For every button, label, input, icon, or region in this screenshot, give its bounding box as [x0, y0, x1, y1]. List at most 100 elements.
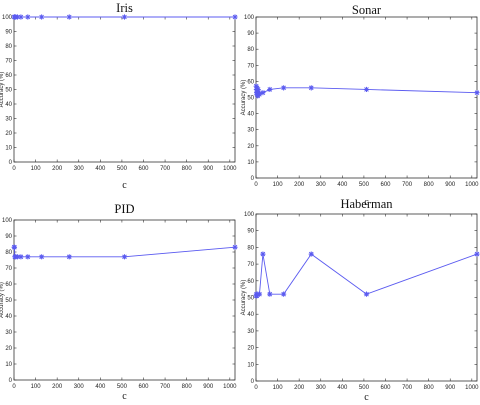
y-tick-label: 60	[247, 79, 254, 85]
y-tick-label: 50	[247, 296, 254, 302]
y-tick-label: 40	[247, 312, 254, 318]
y-tick-label: 0	[9, 378, 13, 384]
x-axis-label: c	[364, 392, 369, 403]
data-point	[363, 86, 370, 93]
plot-area	[13, 16, 236, 163]
y-tick-label: 30	[5, 330, 12, 336]
plot-area	[255, 16, 478, 179]
x-tick-label: 800	[424, 182, 435, 188]
y-tick-label: 60	[5, 73, 12, 79]
y-axis-label: Accuracy (%)	[0, 282, 5, 318]
data-point	[121, 14, 128, 20]
x-tick-label: 1000	[223, 384, 237, 390]
y-tick-label: 0	[251, 379, 255, 385]
y-tick-label: 80	[5, 44, 12, 50]
y-tick-label: 40	[5, 102, 12, 108]
x-tick-label: 1000	[465, 385, 479, 391]
x-tick-label: 1000	[223, 166, 237, 172]
data-point	[121, 254, 128, 260]
x-tick-label: 800	[424, 385, 435, 391]
x-tick-label: 1000	[465, 182, 479, 188]
data-point	[254, 293, 260, 299]
x-tick-label: 200	[294, 385, 305, 391]
x-tick-label: 300	[316, 182, 327, 188]
data-point	[255, 86, 261, 93]
y-tick-label: 0	[251, 176, 255, 182]
data-point	[260, 251, 266, 257]
chart-title: Sonar	[352, 3, 382, 17]
data-point	[255, 90, 262, 96]
x-tick-label: 900	[203, 166, 214, 172]
y-tick-label: 90	[247, 229, 254, 235]
x-axis-label: c	[122, 180, 127, 191]
x-tick-label: 300	[74, 166, 85, 172]
y-tick-label: 100	[2, 218, 13, 224]
data-point	[260, 90, 266, 96]
data-point	[66, 254, 72, 260]
x-tick-label: 300	[316, 385, 327, 391]
y-axis-label: Accuracy (%)	[241, 80, 247, 116]
data-point	[25, 14, 31, 20]
y-tick-label: 40	[5, 314, 12, 320]
y-tick-label: 30	[247, 128, 254, 134]
chart-title: Iris	[116, 1, 133, 15]
y-tick-label: 100	[244, 15, 255, 21]
data-point	[11, 244, 18, 250]
plot-area	[255, 213, 478, 382]
data-point	[281, 291, 287, 297]
x-tick-label: 600	[138, 384, 149, 390]
x-tick-label: 400	[95, 166, 106, 172]
y-tick-label: 70	[247, 63, 254, 69]
x-tick-label: 0	[12, 166, 16, 172]
y-tick-label: 90	[247, 31, 254, 37]
y-tick-label: 0	[9, 160, 13, 166]
y-tick-label: 10	[5, 362, 12, 368]
data-point	[474, 90, 480, 96]
y-tick-label: 40	[247, 112, 254, 118]
y-axis-label: Accuracy (%)	[0, 72, 5, 108]
x-tick-label: 400	[337, 385, 348, 391]
chart-title: PID	[114, 202, 134, 216]
chart-title: Haberman	[340, 197, 393, 211]
y-tick-label: 70	[247, 262, 254, 268]
data-point	[267, 291, 273, 297]
y-tick-label: 10	[247, 160, 254, 166]
y-tick-label: 10	[247, 362, 254, 368]
x-tick-label: 700	[402, 182, 413, 188]
y-tick-label: 80	[247, 47, 254, 53]
data-point	[18, 14, 24, 20]
x-tick-label: 300	[74, 384, 85, 390]
y-tick-label: 90	[5, 234, 12, 240]
data-point	[363, 291, 370, 297]
data-point	[232, 14, 238, 20]
y-tick-label: 100	[244, 212, 255, 218]
data-point	[66, 14, 72, 20]
y-axis-label: Accuracy (%)	[241, 280, 247, 316]
y-tick-label: 50	[5, 298, 12, 304]
x-tick-label: 400	[337, 182, 348, 188]
y-tick-label: 30	[247, 329, 254, 335]
y-tick-label: 60	[247, 279, 254, 285]
x-tick-label: 0	[254, 385, 258, 391]
y-tick-label: 60	[5, 282, 12, 288]
x-axis-label: c	[122, 391, 127, 402]
x-tick-label: 0	[254, 182, 258, 188]
data-point	[267, 86, 273, 93]
x-tick-label: 900	[445, 385, 456, 391]
y-tick-label: 70	[5, 59, 12, 65]
x-tick-label: 400	[95, 384, 106, 390]
data-point	[256, 91, 263, 97]
x-tick-label: 500	[117, 166, 128, 172]
x-tick-label: 100	[31, 166, 42, 172]
y-tick-label: 30	[5, 117, 12, 123]
data-point	[308, 251, 314, 257]
y-tick-label: 50	[5, 88, 12, 94]
data-point	[308, 85, 314, 91]
data-point	[14, 254, 21, 260]
data-point	[39, 14, 45, 20]
y-tick-label: 20	[247, 144, 254, 150]
x-tick-label: 600	[138, 166, 149, 172]
